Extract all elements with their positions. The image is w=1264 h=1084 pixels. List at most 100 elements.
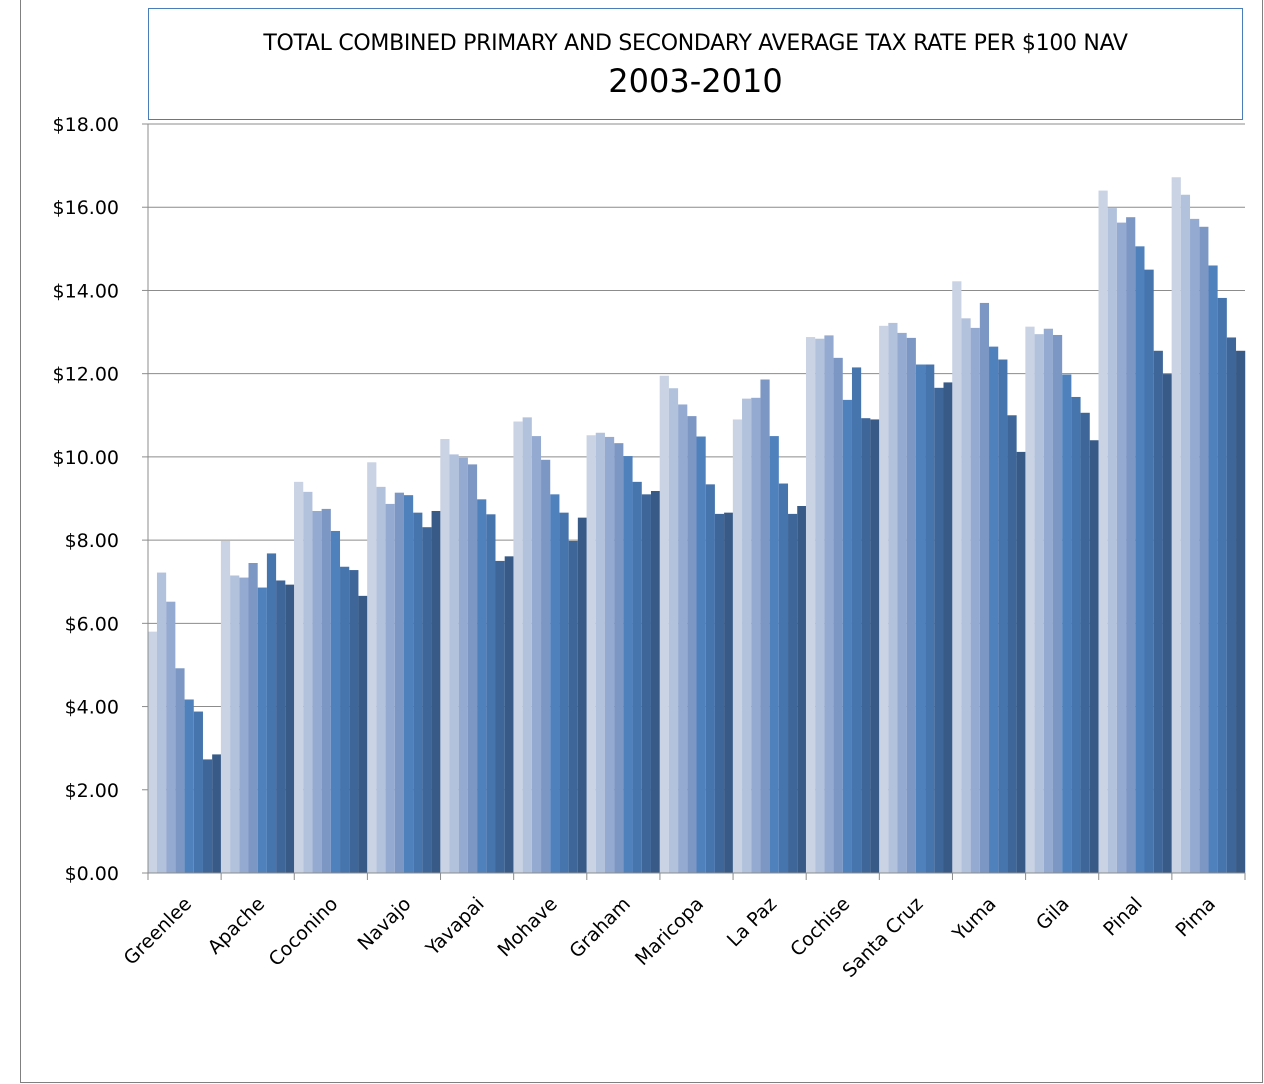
bar-yuma-1 (952, 281, 962, 873)
bar-yuma-5 (989, 346, 999, 873)
bar-graham-3 (604, 436, 615, 873)
bar-maricopa-6 (705, 484, 715, 873)
bar-yavapai-4 (467, 464, 478, 873)
bar-cochise-3 (824, 335, 834, 874)
x-tick-label: Maricopa (631, 893, 708, 970)
bar-greenlee-5 (184, 699, 194, 873)
bar-yuma-8 (1016, 451, 1026, 873)
bar-maricopa-7 (714, 513, 725, 873)
bar-coconino-4 (321, 508, 331, 873)
bar-navajo-7 (422, 527, 432, 873)
bar-graham-7 (641, 494, 651, 873)
bar-cochise-8 (870, 419, 880, 873)
bar-pima-3 (1190, 218, 1200, 873)
bar-la-paz-7 (788, 513, 798, 873)
bar-la-paz-1 (732, 419, 743, 873)
bar-mohave-7 (568, 540, 578, 873)
bar-cochise-7 (861, 418, 871, 873)
bar-pima-8 (1236, 350, 1246, 874)
chart-title-box: TOTAL COMBINED PRIMARY AND SECONDARY AVE… (148, 8, 1243, 120)
bar-yuma-4 (979, 302, 990, 874)
bar-santa-cruz-1 (879, 325, 889, 873)
x-tick-label: Greenlee (120, 893, 197, 970)
bar-navajo-8 (431, 510, 441, 873)
bar-gila-7 (1080, 412, 1090, 873)
bar-yavapai-7 (495, 560, 505, 873)
bar-cochise-6 (851, 367, 862, 873)
y-tick-label: $16.00 (53, 197, 119, 219)
bar-yuma-6 (998, 359, 1008, 873)
y-tick-label: $12.00 (53, 364, 119, 386)
x-tick-label: Graham (565, 893, 635, 963)
bar-pima-4 (1199, 226, 1209, 874)
bar-greenlee-7 (202, 759, 213, 873)
bar-santa-cruz-5 (915, 364, 926, 873)
y-tick-label: $0.00 (65, 863, 119, 885)
x-tick-label: Gila (1032, 893, 1074, 935)
bar-graham-8 (650, 491, 661, 873)
bar-greenlee-3 (166, 601, 176, 873)
bar-greenlee-4 (175, 668, 185, 873)
y-tick-label: $2.00 (65, 780, 119, 802)
bar-coconino-7 (349, 570, 359, 873)
chart-frame (20, 0, 1263, 1083)
bar-gila-3 (1043, 328, 1053, 873)
bar-pinal-6 (1144, 269, 1154, 873)
x-tick-label: Pinal (1099, 893, 1147, 941)
bar-yuma-7 (1007, 415, 1017, 873)
bar-pinal-1 (1098, 190, 1108, 874)
bar-yavapai-5 (477, 499, 487, 873)
axes (142, 123, 1246, 880)
bar-coconino-3 (312, 510, 322, 873)
bar-mohave-5 (550, 494, 560, 873)
bar-apache-7 (276, 580, 286, 873)
x-tick-label: Coconino (265, 893, 343, 971)
bar-coconino-8 (358, 595, 368, 873)
bar-la-paz-3 (751, 397, 761, 873)
bar-mohave-6 (559, 512, 569, 873)
bar-navajo-4 (394, 492, 404, 873)
bar-apache-3 (239, 577, 249, 873)
bar-graham-5 (623, 456, 633, 873)
bar-graham-6 (632, 481, 642, 873)
bar-mohave-2 (522, 417, 532, 873)
bar-maricopa-4 (687, 416, 697, 873)
bar-mohave-8 (577, 517, 588, 873)
bar-gila-1 (1025, 326, 1035, 873)
bar-mohave-1 (513, 421, 523, 873)
bar-apache-6 (266, 553, 277, 873)
bar-santa-cruz-6 (925, 364, 935, 873)
bar-maricopa-8 (724, 512, 734, 873)
bar-greenlee-1 (147, 631, 157, 873)
bar-yuma-2 (961, 318, 971, 874)
x-tick-label: Navajo (354, 893, 416, 955)
bar-santa-cruz-7 (934, 387, 944, 873)
bar-pima-6 (1217, 297, 1227, 873)
bar-cochise-2 (815, 338, 825, 873)
y-tick-label: $4.00 (65, 697, 119, 719)
bar-santa-cruz-2 (888, 322, 898, 873)
y-tick-label: $14.00 (53, 280, 119, 302)
bar-maricopa-1 (659, 375, 669, 873)
x-tick-label: Pima (1172, 893, 1220, 941)
bar-santa-cruz-8 (943, 382, 953, 873)
bar-pima-2 (1180, 194, 1191, 873)
bar-apache-4 (248, 562, 258, 873)
bar-pinal-8 (1162, 374, 1173, 873)
bar-yuma-3 (970, 327, 980, 874)
bar-coconino-1 (294, 481, 304, 873)
bar-gila-2 (1034, 334, 1044, 873)
bar-coconino-6 (340, 566, 350, 873)
bar-coconino-5 (330, 530, 341, 873)
bar-la-paz-5 (769, 436, 779, 873)
bar-navajo-1 (367, 462, 377, 873)
bar-cochise-4 (833, 357, 843, 873)
bar-gila-6 (1071, 396, 1081, 873)
bar-maricopa-5 (696, 436, 706, 873)
bar-apache-8 (285, 584, 295, 873)
bar-pinal-4 (1126, 217, 1136, 874)
bar-greenlee-6 (193, 711, 203, 873)
bar-coconino-2 (303, 491, 313, 873)
bar-apache-1 (220, 540, 231, 873)
